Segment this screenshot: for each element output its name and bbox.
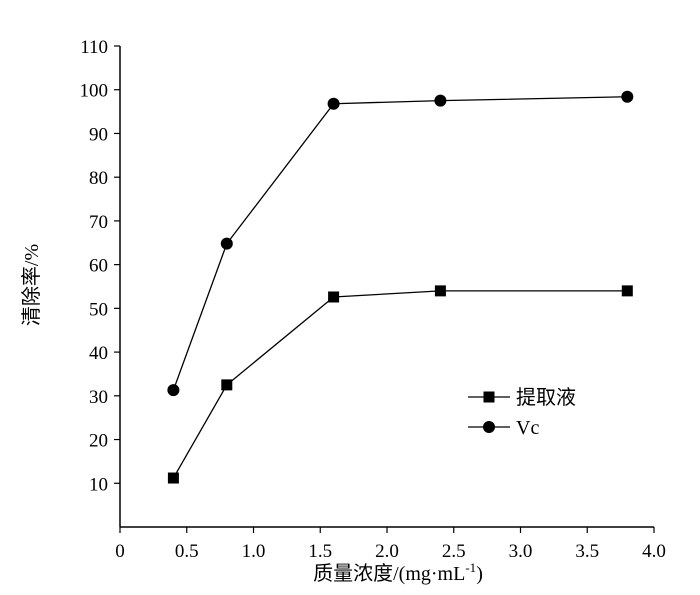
series-line: [172, 290, 628, 479]
x-tick-label: 1.5: [308, 541, 332, 562]
circle-marker: [167, 384, 180, 397]
legend: 提取液 Vc: [468, 386, 576, 439]
y-tick-label: 10: [89, 474, 108, 495]
square-marker: [621, 285, 633, 297]
x-tick-label: 0: [115, 541, 125, 562]
series-group: [167, 90, 634, 484]
x-tick-label: 3.5: [575, 541, 599, 562]
x-axis-label: 质量浓度/(mg·mL-1): [313, 560, 483, 585]
x-tick-label: 3.0: [509, 541, 533, 562]
y-tick-label: 60: [89, 256, 108, 277]
x-tick-label: 2.0: [375, 541, 399, 562]
y-tick-label: 100: [80, 81, 109, 102]
series-circle: [167, 90, 634, 397]
circle-marker: [621, 90, 634, 103]
x-tick-label: 0.5: [175, 541, 199, 562]
y-tick-label: 50: [89, 299, 108, 320]
square-marker: [434, 285, 446, 297]
y-tick-label: 70: [89, 212, 108, 233]
circle-marker: [483, 421, 495, 433]
x-tick-label: 1.0: [242, 541, 266, 562]
legend-label: 提取液: [516, 386, 576, 409]
series-square: [167, 285, 633, 484]
square-marker: [221, 379, 233, 391]
x-tick-label: 4.0: [642, 541, 666, 562]
square-marker: [167, 472, 179, 484]
square-marker: [483, 391, 495, 403]
y-tick-label: 30: [89, 387, 108, 408]
y-tick-label: 90: [89, 124, 108, 145]
legend-item: 提取液: [468, 386, 576, 409]
circle-marker: [434, 94, 447, 107]
y-axis-label: 清除率/%: [20, 244, 43, 326]
square-marker: [328, 291, 340, 303]
axes: 10 20 30 40 50 60 70 80 90 100 110 0 0.5 1.0 1.5 2.0 2.5…: [80, 37, 666, 562]
circle-marker: [220, 237, 233, 250]
x-tick-label: 2.5: [442, 541, 466, 562]
legend-item: Vc: [468, 417, 539, 439]
y-tick-label: 80: [89, 168, 108, 189]
circle-marker: [327, 97, 340, 110]
legend-label: Vc: [516, 417, 539, 439]
y-tick-label: 40: [89, 343, 108, 364]
y-tick-label: 110: [80, 37, 108, 58]
y-tick-label: 20: [89, 431, 108, 452]
series-line: [172, 96, 628, 391]
